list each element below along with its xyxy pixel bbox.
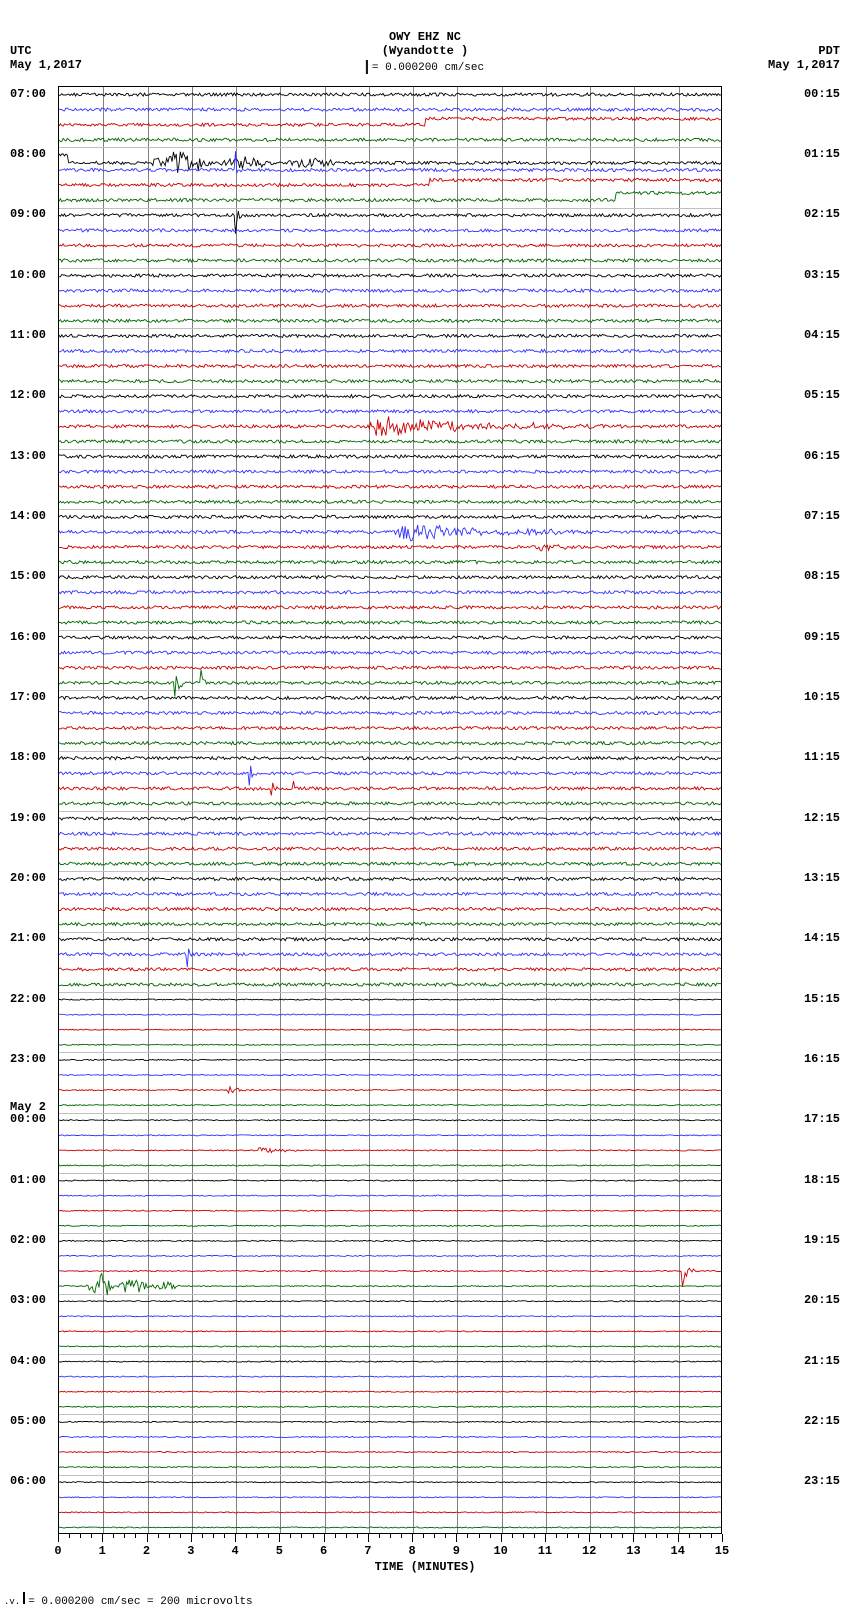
pdt-hour-label: 00:15 [804, 87, 840, 101]
utc-header: UTC [10, 44, 32, 58]
pdt-hour-label: 09:15 [804, 630, 840, 644]
utc-hour-label: 14:00 [10, 509, 46, 523]
pdt-hour-label: 03:15 [804, 268, 840, 282]
x-tick-label: 12 [582, 1544, 596, 1558]
pdt-date: May 1,2017 [768, 58, 840, 72]
pdt-hour-label: 06:15 [804, 449, 840, 463]
x-tick-label: 9 [453, 1544, 460, 1558]
footnote: .v.= 0.000200 cm/sec = 200 microvolts [4, 1592, 253, 1608]
x-tick-label: 8 [409, 1544, 416, 1558]
utc-hour-label: 18:00 [10, 750, 46, 764]
scale-indicator: = 0.000200 cm/sec [366, 60, 484, 74]
utc-hour-label: 12:00 [10, 388, 46, 402]
pdt-hour-label: 12:15 [804, 811, 840, 825]
utc-hour-label: 00:00 [10, 1112, 46, 1126]
pdt-hour-label: 05:15 [804, 388, 840, 402]
utc-hour-label: 02:00 [10, 1233, 46, 1247]
pdt-hour-label: 08:15 [804, 569, 840, 583]
seismic-trace [59, 87, 721, 1535]
pdt-hour-label: 02:15 [804, 207, 840, 221]
pdt-hour-label: 18:15 [804, 1173, 840, 1187]
pdt-hour-label: 17:15 [804, 1112, 840, 1126]
utc-hour-label: 10:00 [10, 268, 46, 282]
pdt-hour-label: 07:15 [804, 509, 840, 523]
x-tick-label: 1 [99, 1544, 106, 1558]
pdt-hour-label: 21:15 [804, 1354, 840, 1368]
pdt-hour-label: 10:15 [804, 690, 840, 704]
footnote-scale-bar-icon [23, 1592, 25, 1604]
utc-hour-label: 06:00 [10, 1474, 46, 1488]
x-tick-label: 13 [626, 1544, 640, 1558]
pdt-hour-label: 15:15 [804, 992, 840, 1006]
x-tick-label: 14 [671, 1544, 685, 1558]
utc-hour-label: 13:00 [10, 449, 46, 463]
pdt-hour-label: 22:15 [804, 1414, 840, 1428]
pdt-hour-label: 23:15 [804, 1474, 840, 1488]
pdt-hour-label: 19:15 [804, 1233, 840, 1247]
pdt-hour-label: 20:15 [804, 1293, 840, 1307]
utc-hour-label: 04:00 [10, 1354, 46, 1368]
utc-hour-label: 19:00 [10, 811, 46, 825]
pdt-hour-label: 14:15 [804, 931, 840, 945]
x-tick-label: 4 [231, 1544, 238, 1558]
scale-bar-icon [366, 60, 368, 74]
x-tick-label: 11 [538, 1544, 552, 1558]
utc-hour-label: 01:00 [10, 1173, 46, 1187]
utc-hour-label: 21:00 [10, 931, 46, 945]
utc-hour-label: 08:00 [10, 147, 46, 161]
pdt-hour-label: 16:15 [804, 1052, 840, 1066]
x-tick-label: 6 [320, 1544, 327, 1558]
footnote-text: = 0.000200 cm/sec = 200 microvolts [28, 1596, 252, 1608]
x-tick-label: 10 [493, 1544, 507, 1558]
pdt-header: PDT [818, 44, 840, 58]
utc-date: May 1,2017 [10, 58, 82, 72]
pdt-hour-label: 01:15 [804, 147, 840, 161]
utc-hour-label: 11:00 [10, 328, 46, 342]
station-title-1: OWY EHZ NC [389, 30, 461, 44]
station-title-2: (Wyandotte ) [382, 44, 468, 58]
x-tick-label: 2 [143, 1544, 150, 1558]
pdt-hour-label: 13:15 [804, 871, 840, 885]
utc-hour-label: 03:00 [10, 1293, 46, 1307]
utc-hour-label: 23:00 [10, 1052, 46, 1066]
x-tick-label: 5 [276, 1544, 283, 1558]
utc-hour-label: 15:00 [10, 569, 46, 583]
utc-hour-label: 20:00 [10, 871, 46, 885]
utc-hour-label: 07:00 [10, 87, 46, 101]
utc-hour-label: 05:00 [10, 1414, 46, 1428]
utc-hour-label: 22:00 [10, 992, 46, 1006]
utc-hour-label: 16:00 [10, 630, 46, 644]
seismogram-plot [58, 86, 722, 1534]
pdt-hour-label: 11:15 [804, 750, 840, 764]
utc-hour-label: 09:00 [10, 207, 46, 221]
pdt-hour-label: 04:15 [804, 328, 840, 342]
x-tick-label: 0 [54, 1544, 61, 1558]
x-axis-label: TIME (MINUTES) [375, 1560, 476, 1574]
scale-text: = 0.000200 cm/sec [372, 62, 484, 74]
seismogram-container: OWY EHZ NC (Wyandotte ) = 0.000200 cm/se… [0, 0, 850, 1613]
x-tick-label: 7 [364, 1544, 371, 1558]
x-tick-label: 3 [187, 1544, 194, 1558]
utc-hour-label: 17:00 [10, 690, 46, 704]
x-tick-label: 15 [715, 1544, 729, 1558]
